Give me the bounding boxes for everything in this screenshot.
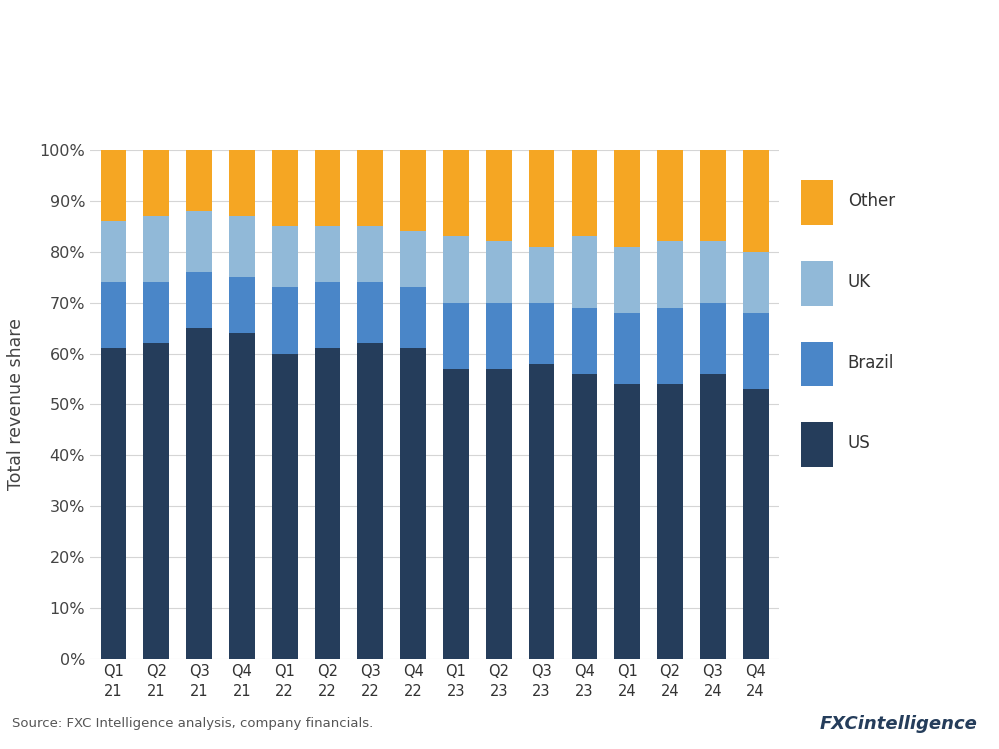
Bar xyxy=(614,246,640,313)
FancyBboxPatch shape xyxy=(801,261,833,306)
Bar xyxy=(444,237,469,303)
Bar xyxy=(315,150,341,226)
Bar xyxy=(144,282,169,343)
Bar xyxy=(657,308,683,384)
Bar xyxy=(486,369,511,659)
Bar xyxy=(272,150,298,226)
Bar xyxy=(571,374,597,659)
Bar xyxy=(528,364,554,659)
Bar xyxy=(315,226,341,282)
Bar xyxy=(444,369,469,659)
Bar xyxy=(186,272,212,328)
Bar xyxy=(486,150,511,241)
Bar xyxy=(571,237,597,308)
Bar xyxy=(486,241,511,303)
Bar xyxy=(272,354,298,659)
Bar xyxy=(743,150,768,252)
Bar xyxy=(358,343,384,659)
Bar xyxy=(101,348,126,659)
Bar xyxy=(229,150,255,216)
Bar xyxy=(743,389,768,659)
Bar xyxy=(358,150,384,226)
Bar xyxy=(528,303,554,364)
Bar xyxy=(272,226,298,288)
Bar xyxy=(101,282,126,348)
Bar xyxy=(229,216,255,277)
Bar xyxy=(144,343,169,659)
Bar xyxy=(358,226,384,282)
Bar xyxy=(743,313,768,389)
Bar xyxy=(614,384,640,659)
Bar xyxy=(657,384,683,659)
Bar xyxy=(657,150,683,241)
Bar xyxy=(614,313,640,384)
FancyBboxPatch shape xyxy=(801,180,833,225)
Bar xyxy=(657,241,683,308)
Bar xyxy=(614,150,640,246)
Bar xyxy=(144,150,169,216)
Bar xyxy=(444,303,469,369)
Bar xyxy=(700,303,725,374)
Bar xyxy=(486,303,511,369)
FancyBboxPatch shape xyxy=(801,422,833,467)
Bar xyxy=(101,150,126,221)
Bar xyxy=(700,241,725,303)
Bar xyxy=(401,231,426,288)
Text: FXCintelligence: FXCintelligence xyxy=(819,715,977,733)
Bar xyxy=(186,211,212,272)
FancyBboxPatch shape xyxy=(801,342,833,386)
Bar xyxy=(101,221,126,282)
Bar xyxy=(144,216,169,282)
Bar xyxy=(571,308,597,374)
Bar xyxy=(272,288,298,354)
Text: Brazil: Brazil xyxy=(848,354,894,372)
Text: UK: UK xyxy=(848,273,871,291)
Text: Source: FXC Intelligence analysis, company financials.: Source: FXC Intelligence analysis, compa… xyxy=(12,718,374,730)
Bar xyxy=(401,288,426,348)
Text: Corpay quarterly revenue split by geography, 2021-2024: Corpay quarterly revenue split by geogra… xyxy=(12,94,528,112)
Bar xyxy=(444,150,469,237)
Text: Corpay’s non-US geographies grow revenue share: Corpay’s non-US geographies grow revenue… xyxy=(12,28,758,55)
Bar xyxy=(401,150,426,231)
Bar xyxy=(401,348,426,659)
Bar xyxy=(186,150,212,211)
Bar xyxy=(571,150,597,237)
Bar xyxy=(229,333,255,659)
Bar xyxy=(315,282,341,348)
Text: Other: Other xyxy=(848,192,895,210)
Bar xyxy=(229,277,255,333)
Bar xyxy=(700,150,725,241)
Bar xyxy=(186,328,212,659)
Text: US: US xyxy=(848,434,870,452)
Bar xyxy=(315,348,341,659)
Bar xyxy=(700,374,725,659)
Bar xyxy=(358,282,384,343)
Bar xyxy=(528,150,554,246)
Y-axis label: Total revenue share: Total revenue share xyxy=(7,318,25,491)
Bar xyxy=(743,252,768,313)
Bar xyxy=(528,246,554,303)
